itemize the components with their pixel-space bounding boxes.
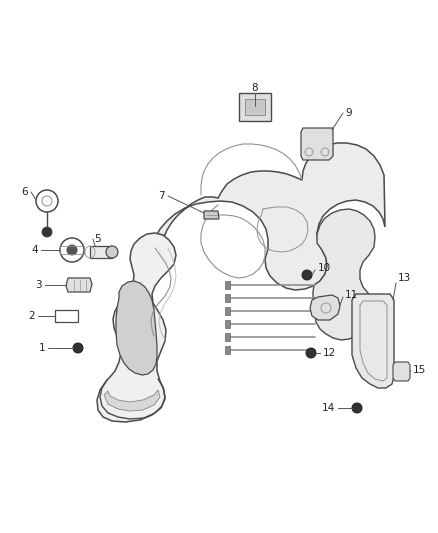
Circle shape xyxy=(67,245,77,255)
Polygon shape xyxy=(239,93,271,121)
Polygon shape xyxy=(225,294,230,302)
Polygon shape xyxy=(301,128,333,160)
Text: 6: 6 xyxy=(21,187,28,197)
Text: 10: 10 xyxy=(318,263,331,273)
Circle shape xyxy=(73,343,83,353)
Text: 5: 5 xyxy=(94,234,101,244)
Text: 2: 2 xyxy=(28,311,35,321)
Polygon shape xyxy=(116,281,157,375)
Polygon shape xyxy=(152,143,385,290)
Polygon shape xyxy=(66,278,92,292)
Text: 15: 15 xyxy=(413,365,426,375)
Circle shape xyxy=(302,270,312,280)
Polygon shape xyxy=(225,281,230,289)
Polygon shape xyxy=(245,99,265,115)
Polygon shape xyxy=(104,390,160,411)
Polygon shape xyxy=(204,211,219,219)
Circle shape xyxy=(42,227,52,237)
Polygon shape xyxy=(97,233,176,422)
Text: 8: 8 xyxy=(252,83,258,93)
Text: 9: 9 xyxy=(345,108,352,118)
Text: 1: 1 xyxy=(39,343,45,353)
Text: 3: 3 xyxy=(35,280,42,290)
Polygon shape xyxy=(225,307,230,315)
Text: 14: 14 xyxy=(322,403,335,413)
Circle shape xyxy=(352,403,362,413)
Polygon shape xyxy=(310,295,340,320)
Text: 12: 12 xyxy=(323,348,336,358)
Polygon shape xyxy=(90,246,112,258)
Polygon shape xyxy=(313,209,375,340)
Text: 7: 7 xyxy=(159,191,165,201)
Polygon shape xyxy=(352,294,394,388)
Ellipse shape xyxy=(106,246,118,258)
Circle shape xyxy=(306,348,316,358)
Polygon shape xyxy=(225,333,230,341)
Text: 13: 13 xyxy=(398,273,411,283)
Text: 4: 4 xyxy=(32,245,38,255)
Polygon shape xyxy=(225,346,230,354)
Polygon shape xyxy=(225,320,230,328)
Polygon shape xyxy=(393,362,410,381)
Text: 11: 11 xyxy=(345,290,358,300)
